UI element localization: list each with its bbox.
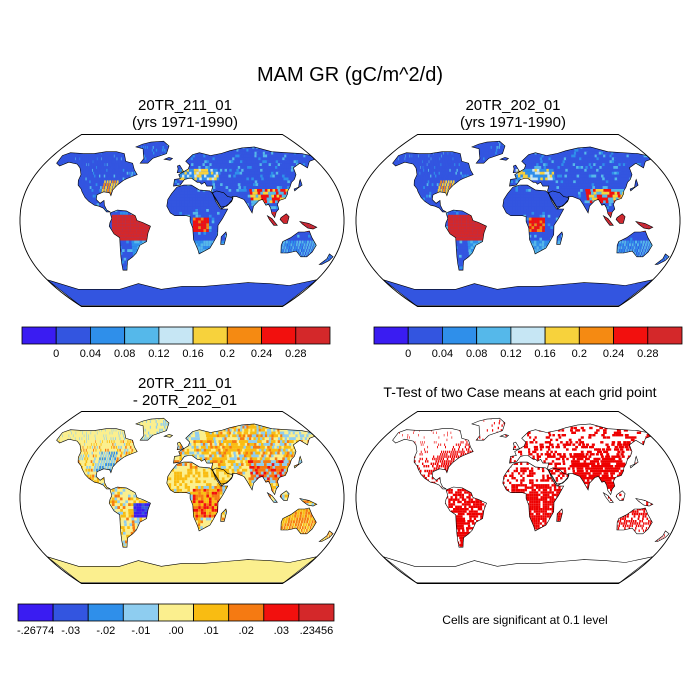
colorbar-swatch [544, 326, 580, 345]
colorbar-swatch [226, 326, 262, 345]
panel2-title-line1: 20TR_202_01 [358, 97, 668, 114]
colorbar-swatch [476, 326, 512, 345]
colorbar-swatch [158, 326, 194, 345]
colorbar-tick-label: 0.2 [220, 348, 235, 360]
colorbar-tick-label: 0.24 [603, 348, 624, 360]
colorbar-swatch [192, 326, 228, 345]
colorbar-swatch [55, 326, 91, 345]
colorbar-tick-label: 0.28 [637, 348, 658, 360]
colorbar-tick-label: .00 [168, 625, 183, 637]
colorbar-swatch [407, 326, 443, 345]
panel2-title-line2: (yrs 1971-1990) [358, 114, 668, 131]
panel1-title-line2: (yrs 1971-1990) [30, 114, 340, 131]
colorbar-swatch [613, 326, 649, 345]
colorbar-tick-label: .02 [239, 625, 254, 637]
colorbar-panel1: 0 0.04 0.08 0.12 0.16 0.2 0.24 0.28 [21, 326, 331, 360]
colorbar-tick-label: 0.16 [534, 348, 555, 360]
colorbar-swatch [52, 603, 89, 622]
colorbar-tick-label: 0 [53, 348, 59, 360]
colorbar-tick-label: 0.28 [285, 348, 306, 360]
colorbar-swatch [228, 603, 265, 622]
panel4-title: T-Test of two Case means at each grid po… [350, 384, 690, 401]
colorbar-swatch [442, 326, 478, 345]
colorbar-difference: -.26774 -.03 -.02 -.01 .00 .01 .02 .03 .23456 [17, 603, 335, 637]
colorbar-swatch [295, 326, 331, 345]
colorbar-swatch [261, 326, 297, 345]
colorbar-tick-label: 0.12 [500, 348, 521, 360]
colorbar-swatch [193, 603, 230, 622]
colorbar-swatch [124, 326, 160, 345]
colorbar-tick-label: -.01 [131, 625, 150, 637]
colorbar-tick-label: .23456 [300, 625, 334, 637]
panel1-title-line1: 20TR_211_01 [30, 97, 340, 114]
colorbar-swatch [17, 603, 54, 622]
colorbar-tick-label: -.26774 [17, 625, 54, 637]
colorbar-swatch [90, 326, 126, 345]
colorbar-swatch [647, 326, 683, 345]
colorbar-swatch [298, 603, 335, 622]
colorbar-tick-label: -.03 [61, 625, 80, 637]
colorbar-swatch [510, 326, 546, 345]
colorbar-tick-label: 0.12 [148, 348, 169, 360]
map-panel-difference [19, 411, 345, 584]
colorbar-tick-label: 0.08 [114, 348, 135, 360]
colorbar-tick-label: 0.08 [466, 348, 487, 360]
panel3-title-line2: - 20TR_202_01 [30, 392, 340, 409]
colorbar-tick-label: 0 [405, 348, 411, 360]
colorbar-swatch [157, 603, 194, 622]
colorbar-panel2: 0 0.04 0.08 0.12 0.16 0.2 0.24 0.28 [373, 326, 683, 360]
map-panel-20TR-202 [355, 134, 681, 307]
colorbar-swatch [21, 326, 57, 345]
map-panel-20TR-211 [19, 134, 345, 307]
colorbar-tick-label: 0.16 [182, 348, 203, 360]
colorbar-swatch [578, 326, 614, 345]
colorbar-tick-label: 0.04 [80, 348, 101, 360]
colorbar-tick-label: 0.04 [432, 348, 453, 360]
colorbar-swatch [122, 603, 159, 622]
colorbar-tick-label: -.02 [96, 625, 115, 637]
main-title: MAM GR (gC/m^2/d) [0, 64, 700, 87]
colorbar-swatch [87, 603, 124, 622]
colorbar-tick-label: 0.2 [572, 348, 587, 360]
colorbar-swatch [263, 603, 300, 622]
colorbar-tick-label: .01 [203, 625, 218, 637]
panel3-title-line1: 20TR_211_01 [30, 375, 340, 392]
colorbar-tick-label: 0.24 [251, 348, 272, 360]
significance-note: Cells are significant at 0.1 level [370, 613, 680, 627]
map-panel-ttest [355, 411, 681, 584]
colorbar-swatch [373, 326, 409, 345]
colorbar-tick-label: .03 [274, 625, 289, 637]
